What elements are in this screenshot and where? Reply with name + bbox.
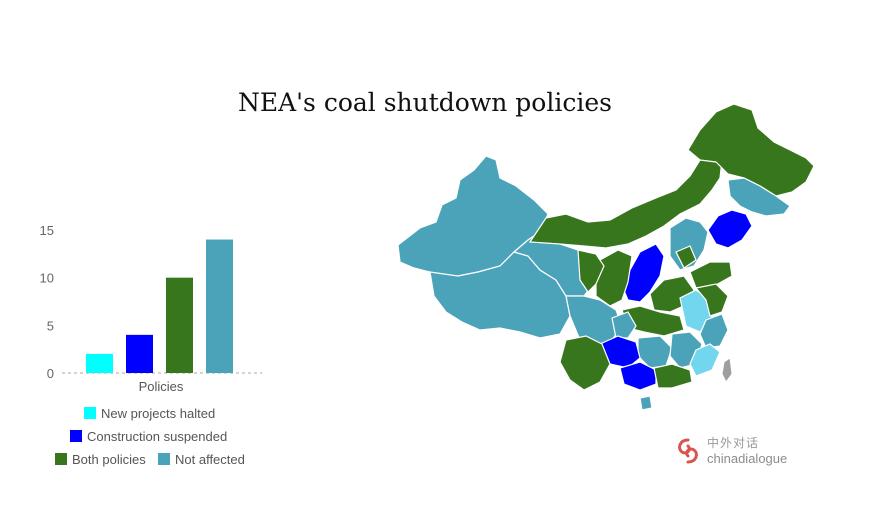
page-title: NEA's coal shutdown policies — [238, 88, 612, 117]
legend-label: Construction suspended — [87, 429, 228, 444]
map-region-guangdong — [653, 363, 693, 389]
x-axis-label: Policies — [139, 379, 184, 394]
y-tick-label: 15 — [40, 223, 54, 238]
legend-item-new-projects-halted[interactable]: New projects halted — [84, 406, 215, 421]
y-tick-label: 10 — [40, 271, 54, 286]
legend-swatch — [158, 453, 170, 465]
legend-label: Not affected — [175, 452, 245, 467]
map-region-jiangsu — [694, 283, 729, 317]
map-region-zhejiang — [699, 313, 729, 349]
legend-item-not-affected[interactable]: Not affected — [158, 452, 245, 467]
legend-swatch — [70, 430, 82, 442]
map-region-liaoning — [707, 209, 753, 249]
map-region-taiwan — [721, 357, 733, 383]
bar-new-projects-halted[interactable] — [86, 353, 113, 373]
legend-label: New projects halted — [101, 406, 216, 421]
map-region-hainan — [639, 395, 653, 411]
y-tick-label: 5 — [47, 318, 54, 333]
bar-construction-suspended[interactable] — [126, 334, 153, 373]
map-region-fujian — [689, 343, 721, 377]
legend-swatch — [55, 453, 67, 465]
map-region-heilongjiang — [687, 103, 815, 197]
chinadialogue-logo-icon — [678, 438, 698, 464]
legend-label: Both policies — [72, 452, 146, 467]
y-tick-label: 0 — [47, 366, 54, 381]
legend-item-construction-suspended[interactable]: Construction suspended — [70, 429, 227, 444]
map-region-shandong — [689, 261, 733, 289]
map-region-yunnan — [559, 335, 611, 391]
map-region-gansu — [577, 249, 605, 293]
bar-chart: 0 5 10 15 Policies — [40, 223, 262, 394]
legend-item-both-policies[interactable]: Both policies — [55, 452, 146, 467]
brand-name-zh: 中外对话 — [707, 436, 760, 450]
brand-name-en: chinadialogue — [707, 451, 788, 466]
map-region-guangxi — [619, 361, 657, 391]
map-region-jilin — [727, 177, 791, 217]
map-region-beijing — [675, 245, 697, 269]
bar-both-policies[interactable] — [166, 277, 193, 373]
legend-swatch — [84, 407, 96, 419]
bar-not-affected[interactable] — [206, 239, 233, 373]
map-region-chongqing — [611, 311, 637, 339]
